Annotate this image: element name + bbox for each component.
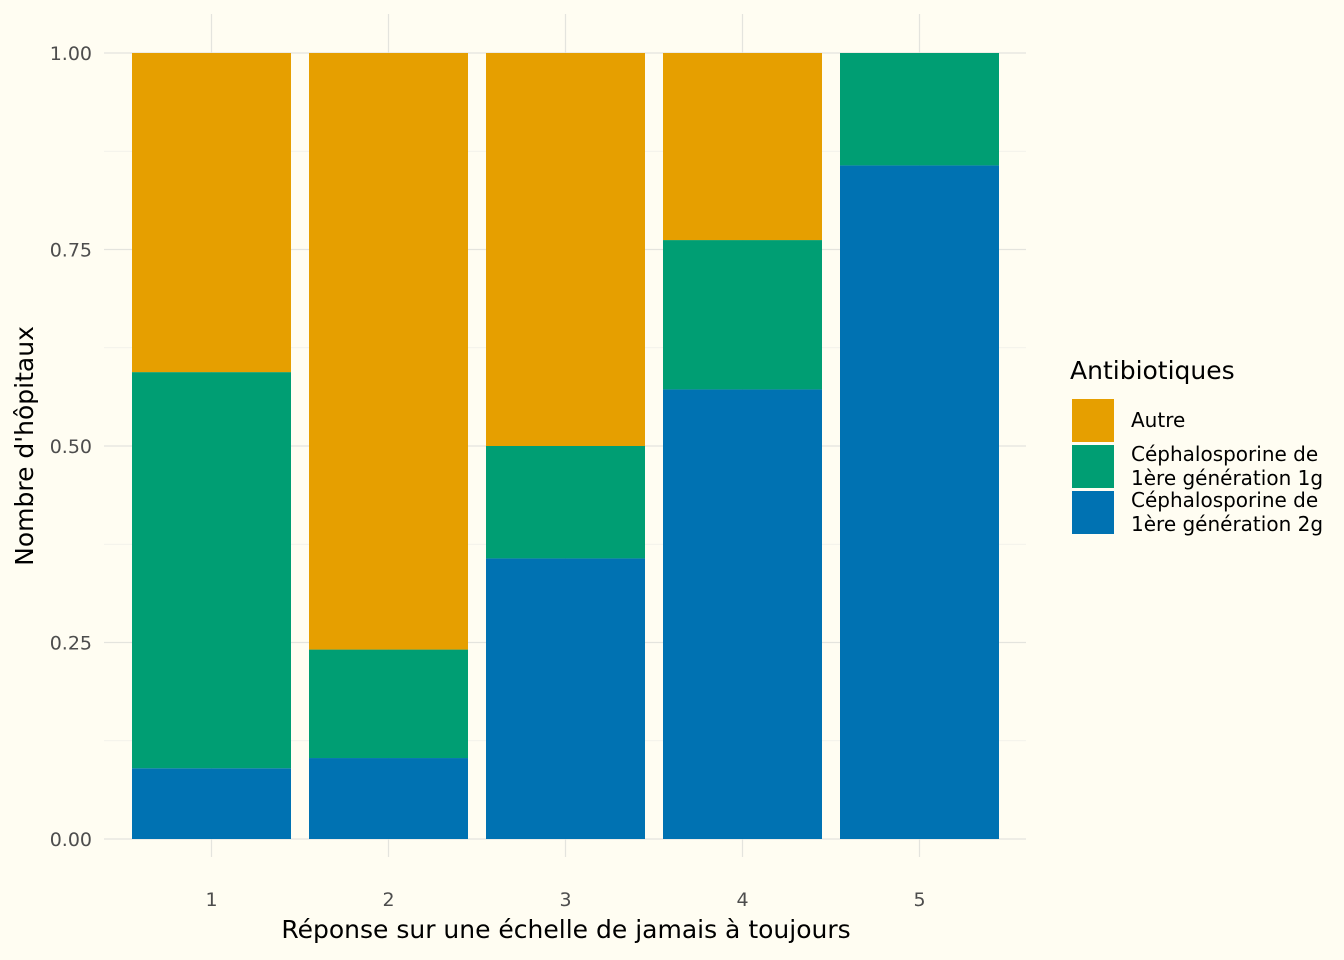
legend-key — [1072, 445, 1114, 488]
x-tick-label: 3 — [559, 889, 571, 911]
x-tick-label: 5 — [913, 889, 925, 911]
y-axis-title: Nombre d'hôpitaux — [10, 326, 39, 566]
legend-key — [1072, 491, 1114, 534]
bars — [132, 53, 999, 839]
y-tick-label: 0.25 — [50, 633, 92, 655]
bar-segment — [840, 53, 999, 166]
bar-segment — [663, 53, 822, 241]
legend-label: Céphalosporine de — [1131, 442, 1318, 466]
legend-label: 1ère génération 2g — [1131, 512, 1323, 536]
x-axis-ticks: 1 2 3 4 5 — [205, 889, 925, 911]
bar-segment — [663, 240, 822, 390]
x-tick-label: 1 — [205, 889, 217, 911]
bar-segment — [309, 649, 468, 759]
legend-label: Céphalosporine de — [1131, 488, 1318, 512]
y-tick-label: 1.00 — [50, 43, 92, 65]
bar-segment — [486, 558, 645, 839]
bar-segment — [309, 53, 468, 650]
bar-segment — [132, 768, 291, 839]
legend-label: 1ère génération 1g — [1131, 466, 1323, 490]
bar-segment — [132, 372, 291, 769]
x-tick-label: 2 — [382, 889, 394, 911]
legend-title: Antibiotiques — [1070, 356, 1235, 385]
legend-key — [1072, 399, 1114, 442]
bar-segment — [840, 165, 999, 839]
y-tick-label: 0.75 — [50, 240, 92, 262]
bar-segment — [663, 389, 822, 839]
y-axis-ticks: 0.00 0.25 0.50 0.75 1.00 — [50, 43, 92, 851]
y-tick-label: 0.50 — [50, 436, 92, 458]
x-tick-label: 4 — [736, 889, 748, 911]
bar-segment — [486, 53, 645, 446]
y-tick-label: 0.00 — [50, 829, 92, 851]
x-axis-title: Réponse sur une échelle de jamais à touj… — [281, 915, 850, 944]
bar-segment — [132, 53, 291, 373]
bar-segment — [486, 446, 645, 559]
bar-segment — [309, 758, 468, 839]
legend-label: Autre — [1131, 408, 1185, 432]
